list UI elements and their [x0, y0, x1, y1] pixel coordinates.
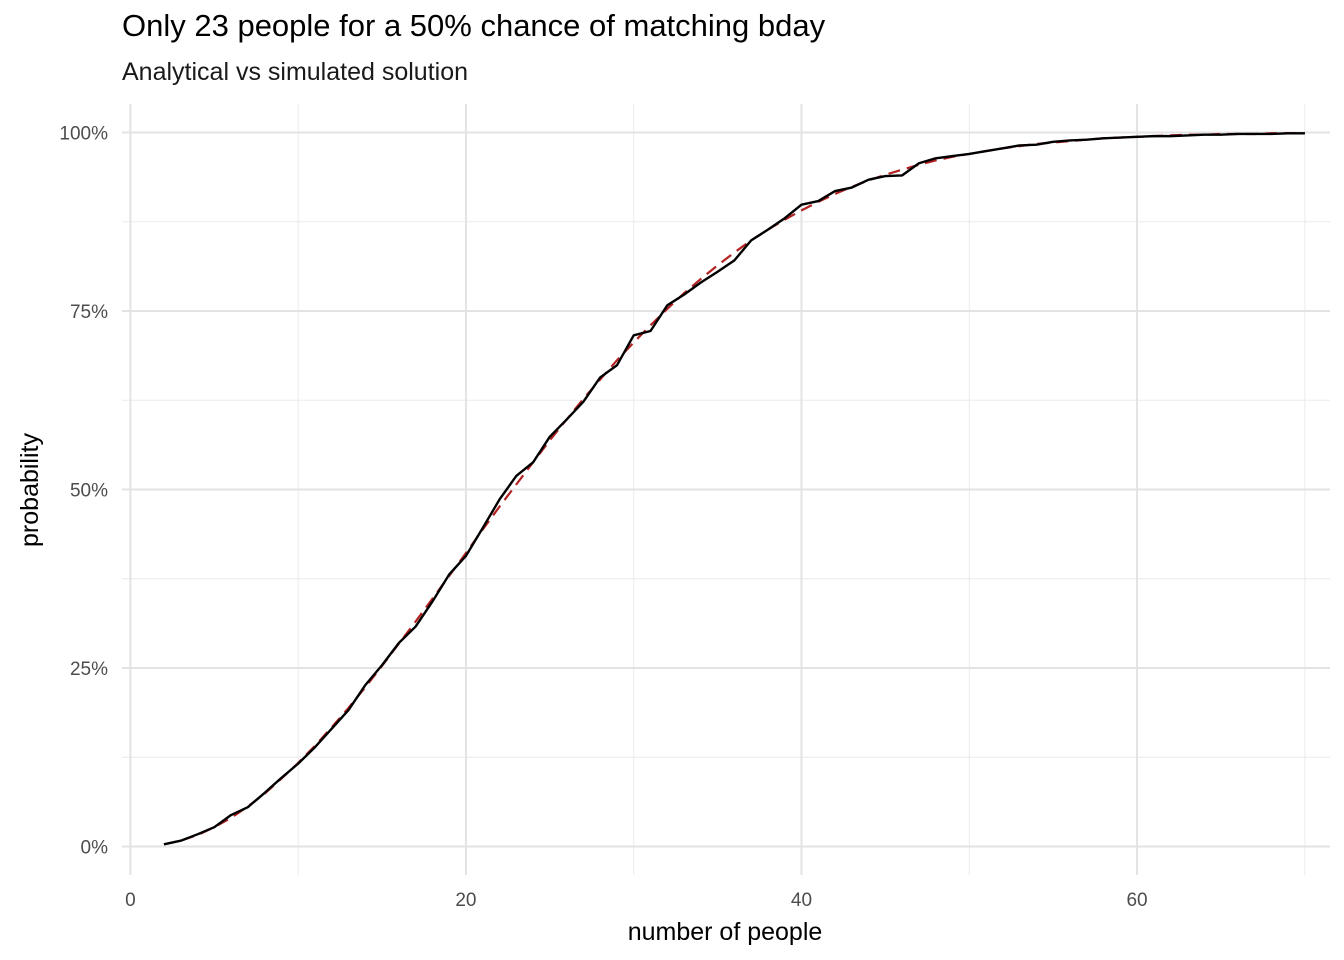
y-tick-label-1: 25%: [70, 659, 108, 680]
x-tick-label-1: 20: [455, 890, 476, 911]
y-tick-labels: 0% 25% 50% 75% 100%: [59, 124, 108, 859]
x-tick-label-3: 60: [1126, 890, 1147, 911]
major-gridlines: [122, 104, 1330, 875]
solid-series-line: [163, 132, 1305, 846]
y-axis-title: probability: [16, 433, 44, 547]
x-tick-label-2: 40: [791, 890, 812, 911]
y-tick-label-3: 75%: [70, 302, 108, 323]
series-layer: [163, 132, 1305, 846]
y-tick-label-2: 50%: [70, 481, 108, 502]
x-tick-label-0: 0: [125, 890, 136, 911]
y-tick-label-0: 0%: [81, 837, 109, 858]
x-axis-title: number of people: [628, 918, 823, 946]
x-tick-labels: 0 20 40 60: [125, 890, 1148, 911]
chart-title: Only 23 people for a 50% chance of match…: [122, 8, 826, 43]
chart-subtitle: Analytical vs simulated solution: [122, 58, 468, 86]
y-tick-label-4: 100%: [59, 124, 108, 145]
